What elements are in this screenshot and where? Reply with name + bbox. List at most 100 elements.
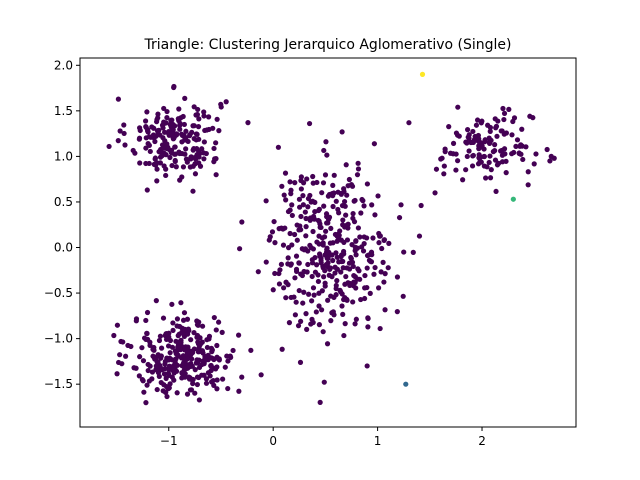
data-point [155, 115, 161, 121]
data-point [121, 130, 127, 137]
data-point [199, 348, 206, 354]
data-point [190, 147, 196, 153]
data-point [394, 309, 400, 315]
data-point [331, 172, 337, 178]
data-point [316, 322, 322, 328]
data-point [316, 290, 322, 296]
data-point [326, 272, 332, 278]
data-point [143, 400, 149, 406]
data-point [151, 125, 157, 131]
data-point [292, 180, 298, 186]
data-point [199, 372, 205, 378]
data-point [214, 386, 220, 392]
data-point [117, 128, 123, 134]
data-point [463, 167, 469, 173]
data-point [305, 195, 312, 202]
data-point [185, 350, 191, 356]
data-point [340, 217, 346, 223]
data-point [287, 230, 293, 237]
data-point [293, 266, 300, 272]
data-point [196, 160, 202, 166]
data-point [203, 376, 210, 382]
data-point [201, 109, 207, 115]
data-point [488, 167, 494, 173]
data-point [170, 320, 176, 326]
data-point [355, 166, 362, 172]
data-point [136, 135, 143, 141]
data-point [513, 143, 519, 149]
data-point [339, 129, 345, 135]
data-point [167, 154, 173, 161]
data-point [194, 374, 201, 380]
data-point [176, 339, 182, 345]
chart-title: Triangle: Clustering Jerarquico Aglomera… [143, 37, 511, 53]
data-point [548, 153, 554, 159]
data-point [147, 342, 153, 348]
data-point [320, 329, 326, 335]
x-tick-label: 2 [478, 434, 486, 448]
data-point [189, 356, 195, 362]
data-point [204, 127, 210, 133]
data-point [172, 158, 178, 165]
data-point [369, 202, 375, 208]
data-point [191, 104, 197, 110]
data-point [466, 135, 472, 141]
data-point [263, 259, 269, 265]
data-point [145, 128, 151, 134]
data-point [310, 173, 316, 180]
data-point [311, 216, 318, 222]
data-point [156, 337, 163, 344]
data-point [163, 375, 169, 381]
data-point [194, 381, 200, 388]
data-point [340, 311, 346, 317]
data-point [320, 180, 327, 186]
data-point [111, 332, 117, 339]
data-point [285, 208, 292, 215]
data-point [293, 253, 300, 259]
data-point [161, 120, 167, 126]
data-point [351, 272, 357, 279]
data-point [280, 242, 287, 248]
data-point [286, 320, 293, 326]
data-point [156, 373, 162, 379]
data-point [299, 272, 306, 279]
data-point [455, 104, 461, 110]
data-point [280, 226, 286, 232]
data-point [338, 269, 344, 275]
data-point [180, 330, 186, 337]
data-point [313, 309, 319, 315]
data-point [319, 307, 325, 313]
data-point [340, 258, 346, 264]
data-point [128, 343, 134, 350]
data-point [236, 332, 242, 338]
x-tick-label: 0 [269, 434, 277, 448]
data-point [295, 323, 302, 329]
data-point [300, 300, 306, 306]
data-point [248, 347, 254, 353]
data-point [376, 285, 382, 291]
data-point [487, 153, 493, 159]
data-point [333, 285, 339, 292]
data-point [164, 393, 170, 400]
data-point [143, 160, 149, 167]
data-point-cluster-0 [364, 363, 370, 369]
data-point [279, 346, 285, 352]
data-point [143, 124, 149, 130]
data-point [174, 316, 181, 322]
data-point [479, 118, 485, 124]
data-point [277, 267, 283, 273]
data-point [494, 133, 500, 139]
data-point [321, 274, 327, 280]
data-point [172, 151, 179, 157]
data-point [396, 214, 403, 221]
data-point [330, 182, 336, 188]
data-point [211, 382, 217, 388]
data-point [145, 367, 151, 374]
y-tick-label: −1.5 [44, 377, 73, 391]
data-point [301, 289, 307, 295]
data-point [298, 186, 304, 192]
data-point [343, 212, 349, 218]
data-point [159, 367, 165, 373]
